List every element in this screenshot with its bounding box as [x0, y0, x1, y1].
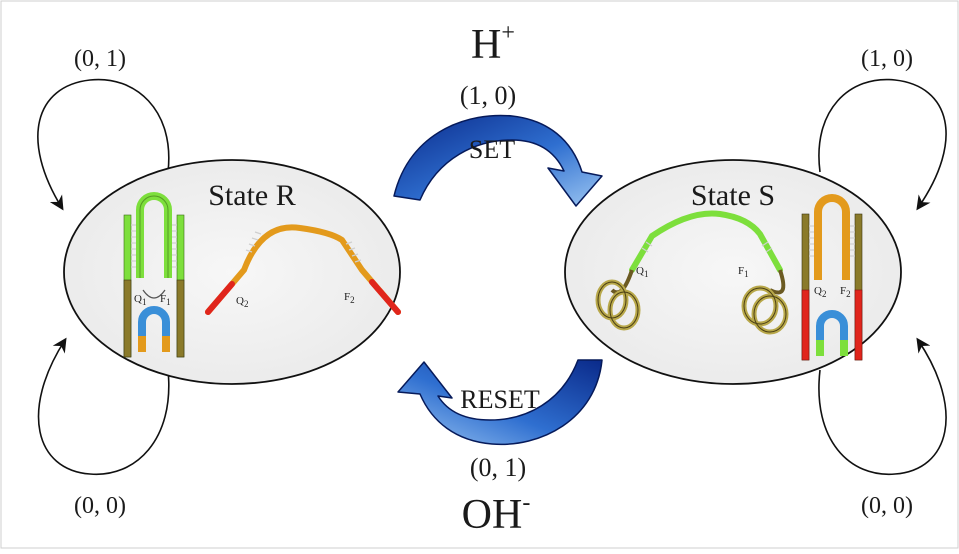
state-s-i-motif-molecule [595, 210, 789, 335]
set-input: (1, 0) [460, 81, 516, 110]
self-loop-r-top-label: (0, 1) [74, 46, 126, 72]
state-r-q2-label: Q2 [236, 295, 248, 309]
state-r-q1-label: Q1 [134, 293, 146, 307]
state-s-hairpin-molecule [801, 194, 863, 361]
state-s-title: State S [691, 179, 775, 212]
self-loop-r-bottom-label: (0, 0) [74, 493, 126, 519]
self-loop-s-bottom-label: (0, 0) [861, 493, 913, 519]
reset-arrow [397, 359, 603, 446]
state-r-f1-label: F1 [160, 293, 171, 307]
self-loop-s-top [818, 78, 947, 211]
state-r-ellipse [63, 159, 401, 385]
self-loop-s-top-label: (1, 0) [861, 46, 913, 72]
state-s-f1-label: F1 [738, 265, 749, 279]
set-arrow [393, 114, 603, 207]
state-r-hairpin-molecule [123, 192, 185, 358]
state-r-f2-label: F2 [344, 291, 355, 305]
state-s-f2-label: F2 [840, 285, 851, 299]
reset-label: RESET [460, 385, 540, 414]
self-loop-r-top [37, 78, 170, 211]
state-s-q1-label: Q1 [636, 265, 648, 279]
self-loop-r-bottom [37, 337, 170, 476]
reset-input: (0, 1) [470, 453, 526, 482]
state-r-title: State R [208, 179, 296, 212]
state-r-open-strand [205, 224, 401, 315]
set-label: SET [469, 135, 515, 164]
reset-stimulus: OH- [462, 490, 531, 538]
self-loop-s-bottom [818, 337, 947, 476]
set-stimulus: H+ [471, 20, 515, 68]
state-s-q2-label: Q2 [814, 285, 826, 299]
